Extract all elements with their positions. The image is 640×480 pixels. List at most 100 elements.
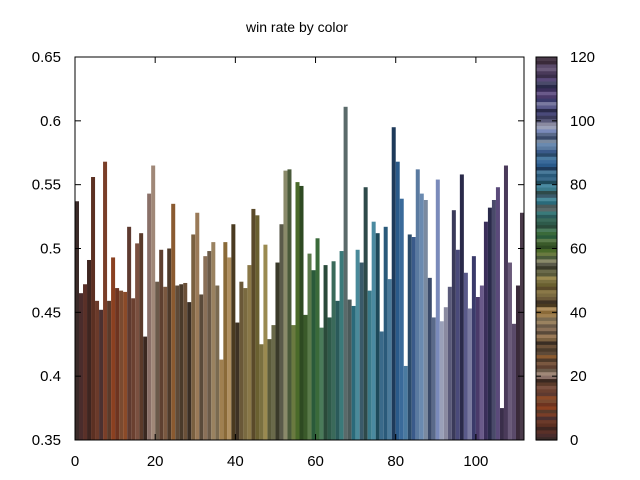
bar xyxy=(215,285,220,440)
bar xyxy=(223,242,228,440)
colorbar-stripe xyxy=(536,245,557,250)
bar xyxy=(155,281,160,440)
bar xyxy=(187,302,192,440)
colorbar-stripe xyxy=(536,323,557,328)
colorbar-stripe xyxy=(536,159,557,164)
colorbar-stripe xyxy=(536,409,557,414)
colorbar-stripe xyxy=(536,115,557,120)
colorbar-stripe xyxy=(536,166,557,171)
colorbar-stripe xyxy=(536,306,557,311)
colorbar-stripe xyxy=(536,275,557,280)
colorbar-stripe xyxy=(536,231,557,236)
colorbar-stripe xyxy=(536,80,557,85)
bar xyxy=(327,317,332,440)
colorbar-stripe xyxy=(536,269,557,274)
colorbar-stripe xyxy=(536,94,557,99)
colorbar-stripe xyxy=(536,221,557,226)
bar xyxy=(207,251,212,440)
bar xyxy=(219,359,224,440)
bar xyxy=(267,339,272,440)
bar xyxy=(263,244,268,440)
y-tick-label: 0.6 xyxy=(40,113,61,130)
bar xyxy=(395,161,400,440)
colorbar-stripe xyxy=(536,111,557,116)
bar xyxy=(79,293,84,440)
x-tick-label: 0 xyxy=(71,453,79,470)
bar xyxy=(135,243,140,440)
bar xyxy=(243,288,248,440)
bar xyxy=(95,300,100,440)
bar xyxy=(455,249,460,440)
colorbar-stripe xyxy=(536,330,557,335)
bar xyxy=(147,193,152,440)
colorbar-stripe xyxy=(536,412,557,417)
bar xyxy=(407,234,412,440)
bars-group xyxy=(75,106,524,440)
colorbar-stripe xyxy=(536,282,557,287)
colorbar-stripe xyxy=(536,347,557,352)
colorbar-stripe xyxy=(536,405,557,410)
bar xyxy=(355,249,360,440)
bar xyxy=(295,182,300,440)
bar xyxy=(511,323,516,440)
colorbar-tick-label: 40 xyxy=(570,304,587,321)
y-tick-label: 0.35 xyxy=(32,432,61,449)
colorbar-stripe xyxy=(536,197,557,202)
bar xyxy=(103,161,108,440)
colorbar-stripe xyxy=(536,57,557,62)
bar xyxy=(459,174,464,440)
colorbar-stripe xyxy=(536,210,557,215)
bar xyxy=(143,336,148,440)
bar xyxy=(323,265,328,440)
bar xyxy=(195,212,200,440)
colorbar-tick-label: 120 xyxy=(570,49,595,66)
colorbar-stripe xyxy=(536,214,557,219)
colorbar-stripe xyxy=(536,361,557,366)
bar xyxy=(503,165,508,440)
bar xyxy=(235,322,240,440)
y-tick-label: 0.5 xyxy=(40,241,61,258)
colorbar-stripe xyxy=(536,340,557,345)
bar xyxy=(467,308,472,440)
bar xyxy=(507,262,512,440)
bar xyxy=(127,226,132,440)
bar xyxy=(483,221,488,440)
colorbar-stripe xyxy=(536,429,557,434)
bar xyxy=(275,262,280,440)
colorbar-stripe xyxy=(536,272,557,277)
bar xyxy=(415,169,420,440)
bar xyxy=(383,226,388,440)
bar xyxy=(87,259,92,440)
colorbar-stripe xyxy=(536,163,557,168)
bar xyxy=(439,321,444,440)
colorbar-stripe xyxy=(536,190,557,195)
x-tick-label: 20 xyxy=(147,453,164,470)
colorbar-stripe xyxy=(536,388,557,393)
bar xyxy=(423,199,428,440)
bar xyxy=(487,207,492,440)
colorbar-stripe xyxy=(536,368,557,373)
y-tick-label: 0.55 xyxy=(32,177,61,194)
bar xyxy=(471,256,476,440)
bar xyxy=(475,297,480,440)
bar xyxy=(163,286,168,440)
colorbar-stripe xyxy=(536,337,557,342)
colorbar-tick-label: 20 xyxy=(570,368,587,385)
bar xyxy=(175,285,180,440)
bar xyxy=(211,242,216,440)
colorbar-stripe xyxy=(536,180,557,185)
bar xyxy=(151,165,156,440)
colorbar-stripe xyxy=(536,395,557,400)
bar xyxy=(303,314,308,440)
bar xyxy=(307,253,312,440)
colorbar-stripe xyxy=(536,433,557,438)
bar xyxy=(331,261,336,440)
colorbar-stripe xyxy=(536,108,557,113)
colorbar-stripe xyxy=(536,118,557,123)
bar xyxy=(315,238,320,440)
chart-title: win rate by color xyxy=(245,19,348,35)
colorbar-stripe xyxy=(536,132,557,137)
colorbar-tick-label: 80 xyxy=(570,177,587,194)
bar xyxy=(339,251,344,440)
